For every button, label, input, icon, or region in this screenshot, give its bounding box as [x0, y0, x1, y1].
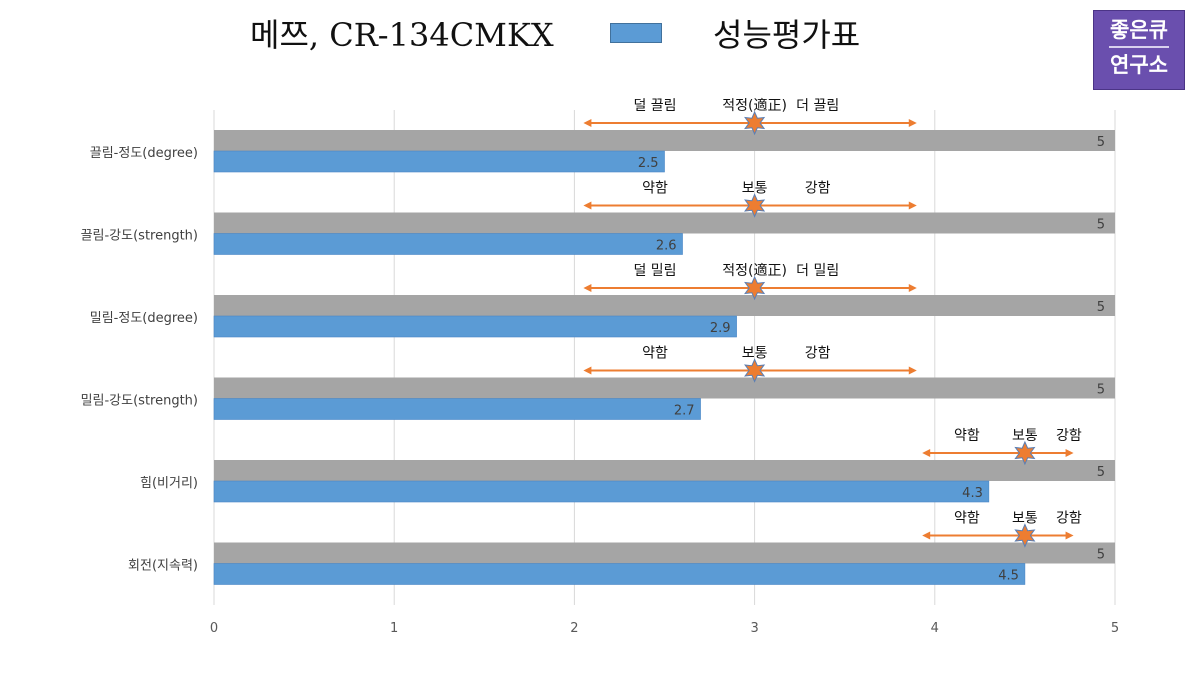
- category-label: 끌림-정도(degree): [90, 146, 198, 161]
- x-tick-label: 0: [210, 621, 218, 636]
- annotation-left-label: 약함: [642, 181, 668, 197]
- annotation-center-label: 보통: [1012, 511, 1038, 527]
- annotation-left-label: 덜 밀림: [633, 263, 676, 279]
- brand-logo: 좋은큐 연구소: [1093, 10, 1185, 90]
- annotation-center-label: 보통: [742, 181, 768, 197]
- star-marker: [744, 275, 766, 301]
- blue-bar: [213, 398, 701, 420]
- blue-bar-label: 2.9: [710, 321, 731, 336]
- annotation-right-label: 더 밀림: [796, 263, 839, 279]
- star-marker: [1014, 523, 1036, 548]
- annotation-left-label: 약함: [954, 511, 980, 527]
- right-arrowhead: [908, 201, 917, 210]
- gray-bar-label: 5: [1097, 465, 1105, 480]
- left-arrowhead: [583, 119, 592, 127]
- annotation-left-label: 약함: [954, 428, 980, 444]
- blue-bar-label: 2.6: [656, 239, 677, 254]
- gray-bar: [214, 295, 1115, 316]
- gray-bar-label: 5: [1097, 135, 1105, 150]
- blue-bar-label: 2.5: [638, 156, 659, 171]
- right-arrowhead: [1065, 449, 1074, 457]
- left-arrowhead: [583, 201, 592, 210]
- x-tick-label: 4: [931, 621, 939, 636]
- x-tick-label: 5: [1111, 621, 1119, 636]
- legend-swatch: [610, 23, 662, 43]
- right-arrowhead: [908, 284, 917, 292]
- blue-bar-label: 4.3: [962, 486, 983, 501]
- gray-bar: [214, 460, 1115, 481]
- x-tick-label: 2: [570, 621, 578, 636]
- gray-bar-label: 5: [1097, 300, 1105, 315]
- annotation-center-label: 보통: [742, 346, 768, 362]
- blue-bar: [213, 150, 665, 173]
- legend-label: 성능평가표: [713, 16, 861, 54]
- annotation-right-label: 강함: [1056, 428, 1082, 444]
- left-arrowhead: [583, 284, 592, 292]
- blue-bar: [213, 233, 683, 255]
- annotation-right-label: 강함: [1056, 511, 1082, 527]
- right-arrowhead: [1065, 531, 1074, 540]
- annotation-center-label: 적정(適正): [722, 97, 787, 114]
- annotation-right-label: 더 끌림: [796, 98, 839, 114]
- blue-bar-label: 2.7: [674, 404, 695, 419]
- star-marker: [744, 110, 766, 136]
- chart-title: 메쯔, CR-134CMKX: [250, 16, 554, 54]
- gray-bar-label: 5: [1097, 548, 1105, 563]
- blue-bar: [213, 563, 1026, 585]
- left-arrowhead: [583, 366, 592, 375]
- left-arrowhead: [922, 449, 931, 457]
- annotation-left-label: 덜 끌림: [633, 98, 676, 114]
- annotation-center-label: 적정(適正): [722, 262, 787, 279]
- logo-line-1: 좋은큐: [1110, 18, 1168, 42]
- gray-bar-label: 5: [1097, 218, 1105, 233]
- x-tick-label: 3: [750, 621, 758, 636]
- logo-line-2: 연구소: [1110, 53, 1168, 77]
- star-marker: [1014, 440, 1036, 466]
- gray-bar-label: 5: [1097, 383, 1105, 398]
- gray-bar: [214, 377, 1115, 399]
- left-arrowhead: [922, 531, 931, 540]
- right-arrowhead: [908, 119, 917, 127]
- annotation-right-label: 강함: [805, 346, 831, 362]
- logo-divider: [1109, 46, 1169, 48]
- category-label: 밀림-정도(degree): [90, 311, 198, 326]
- gray-bar: [214, 542, 1115, 564]
- star-marker: [744, 193, 766, 218]
- star-marker: [744, 358, 766, 383]
- blue-bar-label: 4.5: [998, 569, 1019, 584]
- blue-bar: [213, 315, 737, 338]
- category-label: 밀림-강도(strength): [81, 394, 198, 409]
- category-label: 회전(지속력): [128, 559, 198, 574]
- annotation-right-label: 강함: [805, 181, 831, 197]
- x-tick-label: 1: [390, 621, 398, 636]
- gray-bar: [214, 130, 1115, 151]
- blue-bar: [213, 480, 990, 503]
- annotation-left-label: 약함: [642, 346, 668, 362]
- category-label: 끌림-강도(strength): [81, 229, 198, 244]
- category-label: 힘(비거리): [140, 476, 198, 491]
- annotation-center-label: 보통: [1012, 428, 1038, 444]
- right-arrowhead: [908, 366, 917, 375]
- gray-bar: [214, 212, 1115, 234]
